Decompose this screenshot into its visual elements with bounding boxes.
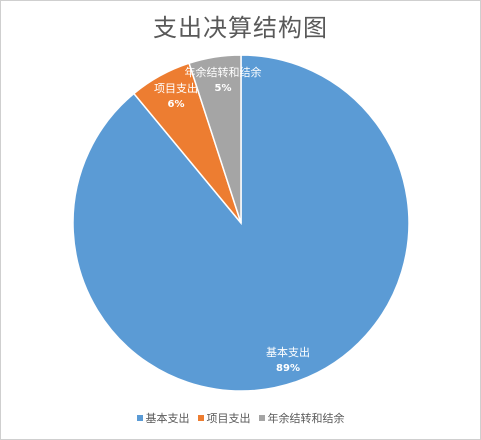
chart-title: 支出决算结构图 (153, 14, 328, 42)
legend-swatch (136, 415, 143, 421)
legend-label: 项目支出 (206, 412, 251, 425)
slice-percent-label: 5% (215, 83, 232, 94)
legend-label: 基本支出 (145, 412, 190, 425)
slice-percent-label: 89% (276, 363, 300, 374)
legend-swatch (258, 415, 265, 421)
legend-item: 年余结转和结余 (258, 410, 345, 426)
chart-legend: 基本支出 项目支出 年余结转和结余 (0, 410, 481, 426)
legend-item: 项目支出 (197, 410, 251, 426)
pie-slice (188, 54, 242, 224)
legend-item: 基本支出 (136, 410, 190, 426)
pie-chart: 基本支出 89% 项目支出 6% 年余结转和结余 5% (72, 54, 410, 392)
legend-swatch (197, 415, 204, 421)
slice-category-label: 基本支出 (266, 345, 310, 359)
slice-category-label: 年余结转和结余 (185, 65, 262, 79)
slice-category-label: 项目支出 (154, 81, 198, 95)
slice-percent-label: 6% (168, 99, 185, 110)
legend-label: 年余结转和结余 (267, 412, 345, 425)
